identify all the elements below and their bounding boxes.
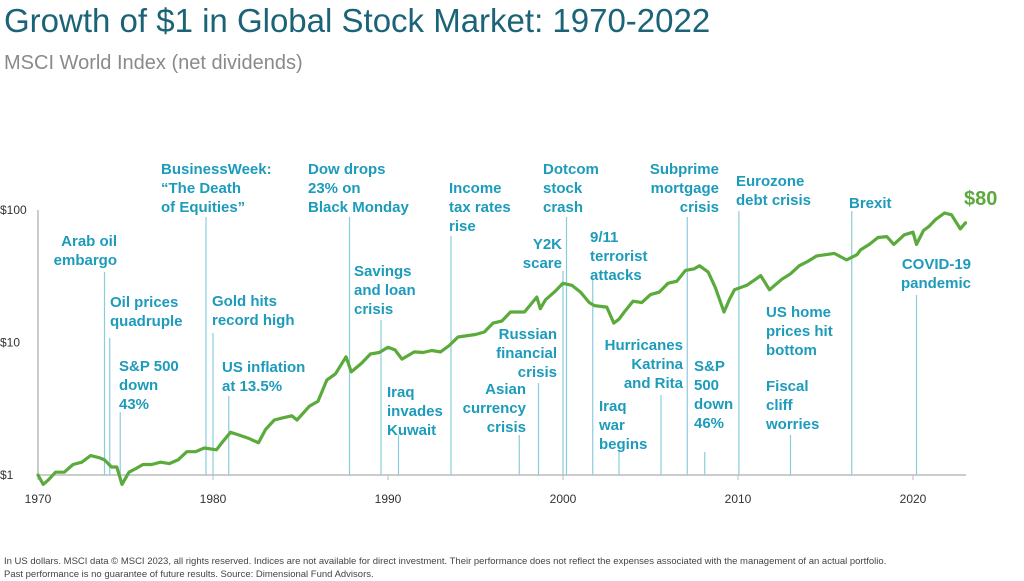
event-annotation: S&P 500 down 46% [694, 358, 734, 432]
event-annotation: COVID-19 pandemic [900, 256, 971, 292]
x-tick-label: 1990 [375, 492, 402, 506]
x-tick-label: 1970 [25, 492, 52, 506]
y-tick-label: $10 [0, 336, 20, 350]
event-annotation: US home prices hit bottom [766, 304, 833, 359]
event-annotation: Asian currency crisis [462, 381, 526, 436]
event-annotation: Y2K scare [522, 236, 562, 272]
event-annotation: Iraq war begins [599, 398, 648, 453]
footnote: In US dollars. MSCI data © MSCI 2023, al… [4, 555, 886, 581]
y-tick-label: $1 [0, 468, 14, 482]
end-value-label: $80 [964, 188, 998, 210]
event-annotation: Income tax rates rise [449, 180, 511, 235]
event-annotation: Fiscal cliff worries [766, 378, 820, 433]
chart-subtitle: MSCI World Index (net dividends) [4, 52, 303, 74]
event-annotation: Dow drops 23% on Black Monday [308, 161, 409, 216]
event-annotation: US inflation at 13.5% [222, 359, 306, 395]
event-annotation: S&P 500 down 43% [119, 358, 179, 413]
event-annotation: Iraq invades Kuwait [387, 384, 443, 439]
x-tick-label: 2010 [725, 492, 752, 506]
event-annotation: Gold hits record high [212, 293, 295, 329]
event-annotation: Hurricanes Katrina and Rita [604, 337, 683, 392]
event-annotation: Savings and loan crisis [354, 263, 416, 318]
event-annotation: Dotcom stock crash [543, 161, 599, 216]
event-annotation: BusinessWeek: “The Death of Equities” [161, 161, 272, 216]
footnote-line-2: Past performance is no guarantee of futu… [4, 569, 374, 580]
footnote-line-1: In US dollars. MSCI data © MSCI 2023, al… [4, 556, 887, 567]
event-annotation: 9/11 terrorist attacks [590, 229, 648, 284]
event-annotation: Subprime mortgage crisis [649, 161, 719, 216]
event-annotation: Oil prices quadruple [110, 294, 183, 330]
event-annotation: Russian financial crisis [496, 326, 557, 381]
x-tick-label: 2000 [550, 492, 577, 506]
event-annotation: Brexit [849, 195, 892, 212]
chart-title: Growth of $1 in Global Stock Market: 197… [4, 2, 711, 39]
x-tick-label: 1980 [200, 492, 227, 506]
x-tick-label: 2020 [900, 492, 927, 506]
growth-series-line [36, 211, 968, 486]
y-tick-label: $100 [0, 203, 27, 217]
event-annotation: Arab oil embargo [53, 233, 117, 269]
event-annotation: Eurozone debt crisis [736, 173, 812, 209]
